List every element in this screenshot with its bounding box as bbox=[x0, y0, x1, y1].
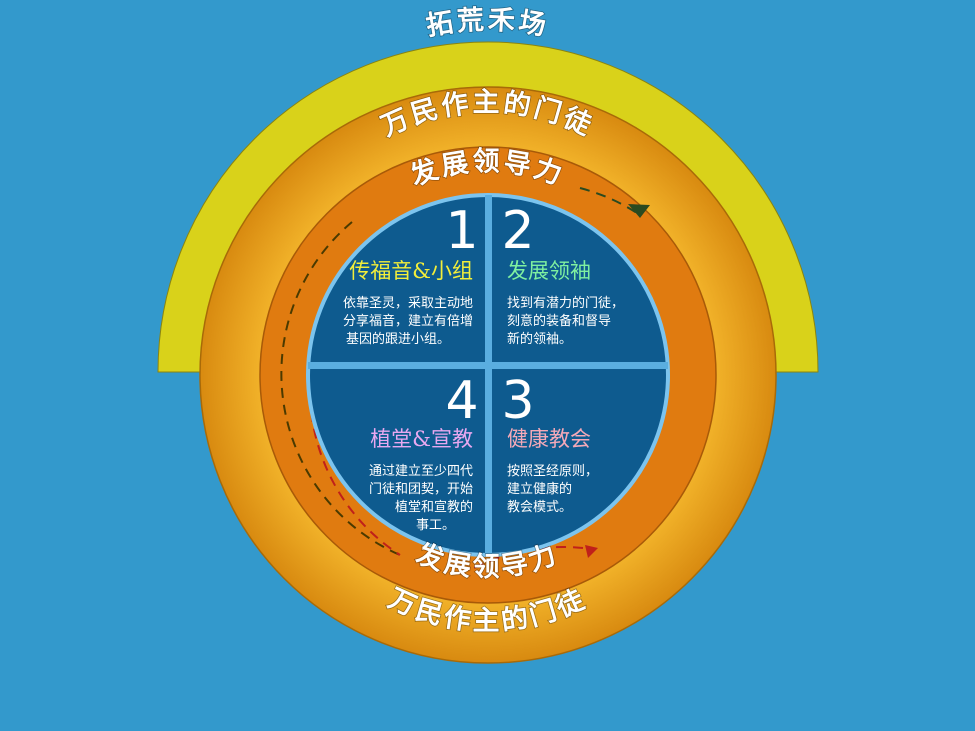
quadrant-4: 4 植堂&宣教 通过建立至少四代 门徒和团契，开始 植堂和宣教的 事工。 bbox=[369, 371, 479, 533]
quadrant-4-number: 4 bbox=[445, 371, 478, 431]
quadrant-3-line-1: 按照圣经原则， bbox=[507, 464, 598, 479]
outer-arc-label: 拓荒禾场 bbox=[424, 5, 551, 43]
quadrant-4-line-3: 植堂和宣教的 bbox=[395, 499, 473, 515]
divider-horizontal bbox=[308, 362, 668, 369]
quadrant-1-line-3: 基因的跟进小组。 bbox=[346, 331, 450, 347]
quadrant-2: 2 发展领袖 找到有潜力的门徒， 刻意的装备和督导 新的领袖。 bbox=[501, 201, 624, 347]
divider-vertical bbox=[485, 195, 492, 555]
quadrant-1-number: 1 bbox=[445, 201, 478, 261]
quadrant-3-title: 健康教会 bbox=[507, 427, 591, 451]
quadrant-2-number: 2 bbox=[501, 201, 534, 261]
quadrant-4-line-4: 事工。 bbox=[416, 518, 455, 533]
quadrant-3-number: 3 bbox=[501, 371, 534, 431]
cycle-arrowhead-bottom bbox=[585, 545, 598, 558]
quadrant-3-line-2: 建立健康的 bbox=[507, 481, 572, 497]
quadrant-1-title: 传福音&小组 bbox=[349, 259, 473, 283]
quadrant-4-line-2: 门徒和团契，开始 bbox=[369, 482, 473, 497]
quadrant-1-line-2: 分享福音，建立有倍增 bbox=[343, 313, 473, 329]
quadrant-1: 1 传福音&小组 依靠圣灵，采取主动地 分享福音，建立有倍增 基因的跟进小组。 bbox=[343, 201, 479, 347]
quadrant-4-line-1: 通过建立至少四代 bbox=[369, 464, 473, 479]
quadrant-2-line-2: 刻意的装备和督导 bbox=[507, 313, 611, 329]
quadrant-3-line-3: 教会模式。 bbox=[507, 499, 572, 515]
quadrant-2-line-1: 找到有潜力的门徒， bbox=[507, 295, 624, 311]
cycle-arrowhead-top bbox=[628, 204, 650, 218]
quadrant-1-line-1: 依靠圣灵，采取主动地 bbox=[343, 296, 473, 311]
cycle-arrow-left bbox=[280, 221, 401, 556]
quadrant-dividers bbox=[308, 195, 668, 555]
quadrant-2-line-3: 新的领袖。 bbox=[507, 331, 572, 347]
quadrant-2-title: 发展领袖 bbox=[507, 259, 591, 283]
quadrant-3: 3 健康教会 按照圣经原则， 建立健康的 教会模式。 bbox=[501, 371, 598, 515]
quadrant-4-title: 植堂&宣教 bbox=[370, 427, 473, 451]
cycle-arrow-right bbox=[579, 187, 641, 216]
